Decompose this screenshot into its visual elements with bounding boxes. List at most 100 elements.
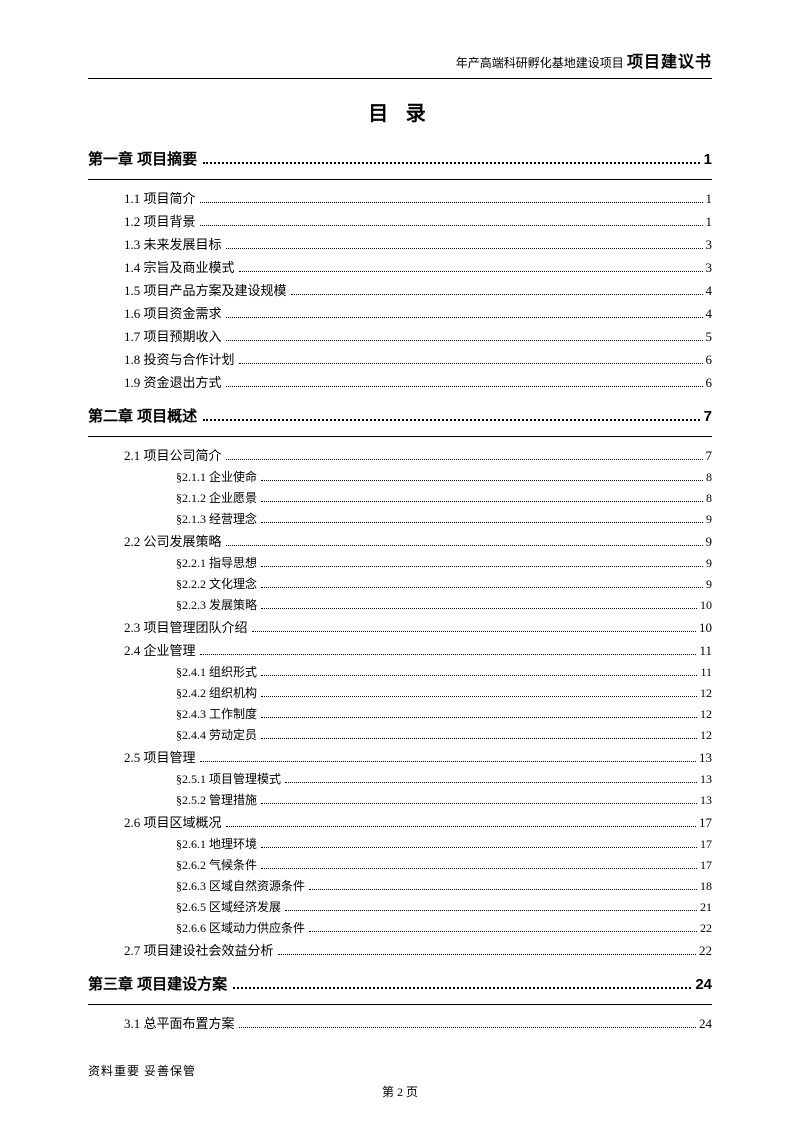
toc-section-label: 1.6 项目资金需求 — [124, 303, 222, 322]
toc-leader — [261, 803, 697, 804]
toc-section-row: 2.4 企业管理 11 — [124, 640, 712, 659]
toc-section-page: 3 — [706, 260, 713, 276]
toc-subsection-row: §2.4.1 组织形式11 — [176, 663, 712, 680]
toc-section-label: 2.3 项目管理团队介绍 — [124, 617, 248, 636]
toc-subsection-label: §2.1.3 经营理念 — [176, 510, 257, 527]
toc-subsection-label: §2.6.5 区域经济发展 — [176, 898, 281, 915]
toc-leader — [226, 340, 703, 341]
toc-chapter-separator — [88, 1004, 712, 1005]
toc-leader — [261, 522, 703, 523]
toc-title: 目 录 — [88, 97, 712, 126]
toc-section-page: 3 — [706, 237, 713, 253]
toc-leader — [309, 889, 697, 890]
toc-leader — [309, 931, 697, 932]
toc-subsection-page: 12 — [700, 686, 712, 701]
toc-subsection-label: §2.4.2 组织机构 — [176, 684, 257, 701]
toc-section-label: 2.2 公司发展策略 — [124, 531, 222, 550]
toc-subsection-group: §2.6.1 地理环境17 §2.6.2 气候条件 17 §2.6.3 区域自然资源条… — [88, 835, 712, 936]
toc-subsection-page: 17 — [700, 858, 712, 873]
toc-section-label: 2.4 企业管理 — [124, 640, 196, 659]
toc-section-page: 22 — [699, 943, 712, 959]
toc-section-row: 1.8 投资与合作计划6 — [124, 349, 712, 368]
toc-leader — [233, 987, 691, 989]
toc-subsection-label: §2.6.6 区域动力供应条件 — [176, 919, 305, 936]
toc-leader — [291, 294, 703, 295]
toc-section-row: 1.9 资金退出方式6 — [124, 372, 712, 391]
toc-subsection-page: 9 — [706, 556, 712, 571]
header-project-name: 年产高端科研孵化基地建设项目 — [456, 56, 624, 70]
toc-section-row: 1.2 项目背景1 — [124, 211, 712, 230]
toc-section-label: 1.1 项目简介 — [124, 188, 196, 207]
toc-subsection-page: 13 — [700, 793, 712, 808]
toc-leader — [200, 202, 703, 203]
toc-section-page: 4 — [706, 306, 713, 322]
toc-section-row: 1.4 宗旨及商业模式3 — [124, 257, 712, 276]
toc-section-page: 13 — [699, 750, 712, 766]
toc-leader — [261, 566, 703, 567]
toc-chapter-row: 第三章 项目建设方案24 — [88, 973, 712, 994]
toc-subsection-label: §2.4.1 组织形式 — [176, 663, 257, 680]
toc-leader — [239, 1027, 696, 1028]
toc-subsection-label: §2.6.3 区域自然资源条件 — [176, 877, 305, 894]
toc-subsection-page: 21 — [700, 900, 712, 915]
toc-subsection-row: §2.1.1 企业使命8 — [176, 468, 712, 485]
toc-subsection-label: §2.4.4 劳动定员 — [176, 726, 257, 743]
toc-subsection-row: §2.1.3 经营理念 9 — [176, 510, 712, 527]
toc-subsection-row: §2.5.2 管理措施 13 — [176, 791, 712, 808]
toc-section-row: 2.7 项目建设社会效益分析22 — [124, 940, 712, 959]
toc-leader — [285, 910, 697, 911]
toc-leader — [261, 608, 697, 609]
toc-subsection-row: §2.6.1 地理环境17 — [176, 835, 712, 852]
toc-leader — [200, 225, 703, 226]
toc-section-row: 1.1 项目简介 1 — [124, 188, 712, 207]
toc-subsection-row: §2.4.2 组织机构 12 — [176, 684, 712, 701]
toc-leader — [226, 545, 703, 546]
toc-leader — [261, 738, 697, 739]
toc-section-page: 1 — [706, 191, 713, 207]
toc-leader — [200, 654, 697, 655]
toc-section-group: 3.1 总平面布置方案 24 — [88, 1013, 712, 1032]
toc-section-page: 11 — [699, 643, 712, 659]
toc-chapter-page: 7 — [704, 408, 712, 425]
toc-subsection-label: §2.4.3 工作制度 — [176, 705, 257, 722]
toc-chapter-row: 第二章 项目概述7 — [88, 405, 712, 426]
toc-section-row: 1.6 项目资金需求 4 — [124, 303, 712, 322]
toc-leader — [226, 459, 703, 460]
toc-leader — [261, 717, 697, 718]
toc-subsection-label: §2.1.2 企业愿景 — [176, 489, 257, 506]
toc-subsection-group: §2.4.1 组织形式11§2.4.2 组织机构12§2.4.3 工作制度12§… — [88, 663, 712, 743]
toc-subsection-row: §2.6.6 区域动力供应条件 22 — [176, 919, 712, 936]
toc-subsection-label: §2.2.3 发展策略 — [176, 596, 257, 613]
toc-section-row: 3.1 总平面布置方案 24 — [124, 1013, 712, 1032]
toc-subsection-page: 13 — [700, 772, 712, 787]
toc-subsection-row: §2.2.3 发展策略10 — [176, 596, 712, 613]
toc-leader — [203, 419, 699, 421]
toc-subsection-page: 9 — [706, 512, 712, 527]
toc-subsection-label: §2.6.2 气候条件 — [176, 856, 257, 873]
toc-subsection-page: 18 — [700, 879, 712, 894]
toc-section-row: 2.3 项目管理团队介绍10 — [124, 617, 712, 636]
toc-leader — [203, 162, 699, 164]
toc-section-label: 1.5 项目产品方案及建设规模 — [124, 280, 287, 299]
footer-page-number: 第 2 页 — [88, 1083, 712, 1100]
toc-section-page: 9 — [706, 534, 713, 550]
toc-leader — [239, 363, 703, 364]
toc-subsection-page: 12 — [700, 728, 712, 743]
toc-section-row: 2.5 项目管理13 — [124, 747, 712, 766]
toc-subsection-row: §2.2.2 文化理念9 — [176, 575, 712, 592]
toc-leader — [226, 317, 703, 318]
toc-section-label: 3.1 总平面布置方案 — [124, 1013, 235, 1032]
toc-section-page: 24 — [699, 1016, 712, 1032]
toc-subsection-label: §2.5.2 管理措施 — [176, 791, 257, 808]
toc-section-label: 1.8 投资与合作计划 — [124, 349, 235, 368]
toc-leader — [261, 480, 703, 481]
toc-leader — [239, 271, 703, 272]
toc-leader — [252, 631, 696, 632]
toc-leader — [285, 782, 697, 783]
toc-section-page: 1 — [706, 214, 713, 230]
toc-body: 第一章 项目摘要11.1 项目简介11.2 项目背景11.3 未来发展目标31.… — [88, 148, 712, 1032]
toc-section-label: 2.6 项目区域概况 — [124, 812, 222, 831]
toc-section-group: 1.1 项目简介11.2 项目背景11.3 未来发展目标31.4 宗旨及商业模式… — [88, 188, 712, 391]
toc-chapter-separator — [88, 179, 712, 180]
toc-subsection-page: 22 — [700, 921, 712, 936]
